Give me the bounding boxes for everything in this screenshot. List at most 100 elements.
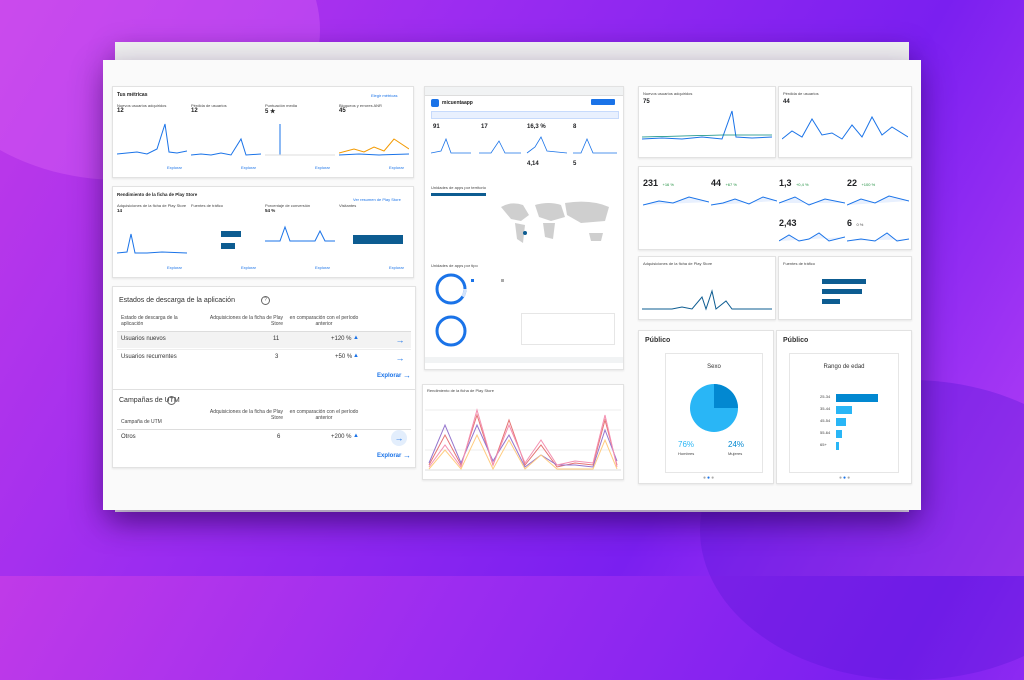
traffic-bar-chart [221,231,241,249]
devices-donut-2 [435,315,467,347]
choose-metrics-link[interactable]: Elegir métricas [371,93,398,98]
metrics-title: Tus métricas [117,92,148,98]
divider [113,389,415,390]
kpi-sparklines [431,136,617,154]
kpi-value: 17 [481,124,488,130]
kpi-row-2: 4,14 5 [431,161,617,181]
audience-gender-card: Público Sexo 76% Hombres 24% Mujeres ●●● [638,330,774,484]
explore-link[interactable]: Explorar [167,265,182,270]
row-value: 6 [277,434,281,440]
info-banner [431,111,619,119]
help-icon[interactable]: ? [261,296,270,305]
card-title: Fuentes de tráfico [783,261,816,266]
pager-dots[interactable]: ●●● [703,475,716,481]
kpi-chart [779,196,845,206]
kpi-delta: +0,4 % [795,182,809,187]
kpi-chart [847,195,909,206]
store-metric-3: Porcentaje de conversión 54 % Explorar [265,203,335,273]
metric-value: 12 [191,108,198,114]
arrow-right-icon: → [403,451,411,460]
explore-link[interactable]: Explorar [389,165,404,170]
card-value: 75 [643,99,650,105]
metric-label: Pérdida de usuarios [191,103,227,108]
col-header-acq: Adquisiciones de la ficha de Play Store [209,409,283,421]
store-acquisitions-card: Adquisiciones de la ficha de Play Store [638,256,776,320]
card-value: 44 [783,99,790,105]
kpi-delta: +100 % [861,182,876,187]
kpi-grid-card: 231 +16 % 44 +67 % 1,3 +0,4 % 22 +100 % … [638,166,912,250]
kpi-value: 4,14 [527,161,539,167]
metric-chart [117,123,187,155]
download-states-title: Estados de descarga de la aplicación [119,297,235,304]
col-header-campaign: Campaña de UTM [121,419,162,425]
arrow-right-icon[interactable]: → [391,430,407,446]
metric-4: Bloqueos y errores ANR 45 Explorar [339,103,409,173]
traffic-bars [822,279,866,304]
up-icon: ▲ [353,353,359,359]
devices-donut [435,273,467,305]
explore-link[interactable]: Explorar [315,165,330,170]
new-users-card: Nuevos usuarios adquiridos 75 [638,86,776,158]
explore-link[interactable]: Explorar [389,265,404,270]
col-header-compare: en comparación con el período anterior [289,409,359,421]
row-label: Usuarios nuevos [121,336,166,342]
explore-link[interactable]: Explorar [315,265,330,270]
store-listing-card: Rendimiento de la ficha de Play Store Ve… [112,186,414,278]
explore-link[interactable]: Explorar [241,165,256,170]
row-value: 11 [273,336,280,342]
store-metric-4: Visitantes Explorar [339,203,409,273]
app-name: micuentaapp [442,100,473,106]
row-change: +120 % [331,336,352,342]
card-title: Adquisiciones de la ficha de Play Store [643,261,713,266]
pager-dots[interactable]: ●●● [839,475,852,481]
explore-link[interactable]: Explorar [167,165,182,170]
download-states-card: Estados de descarga de la aplicación ? E… [112,286,416,468]
multi-line-chart [425,408,621,471]
kpi-1: 231 +16 % [643,173,709,211]
acquisitions-chart [642,289,772,311]
store-metric-label: Porcentaje de conversión [265,203,311,208]
age-bars [836,394,878,450]
col-header-acq: Adquisiciones de la ficha de Play Store [209,315,283,327]
metric-label: Bloqueos y errores ANR [339,103,382,108]
gender-panel: Sexo 76% Hombres 24% Mujeres [665,353,763,473]
store-metric-chart [265,225,335,242]
women-label: Mujeres [728,451,743,456]
console-topbar [425,87,623,96]
kpi-chart [779,232,845,242]
explore-link[interactable]: Explorar [377,373,402,379]
kpi-value: 91 [433,124,440,130]
up-icon: ▲ [353,433,359,439]
store-metric-label: Fuentes de tráfico [191,203,224,208]
women-pct: 24% [728,440,745,449]
kpi-value: 16,3 % [527,124,546,130]
explore-link[interactable]: Explorar [241,265,256,270]
metric-chart [265,124,335,156]
world-map [431,193,609,243]
metrics-card: Tus métricas Elegir métricas Nuevos usua… [112,86,414,178]
help-icon[interactable]: ? [167,396,176,405]
arrow-right-icon[interactable]: → [395,335,405,345]
age-title: Rango de edad [823,364,865,370]
metric-value: 45 [339,108,346,114]
kpi-value: 8 [573,124,577,130]
row-change: +200 % [331,434,352,440]
kpi-value: 2,43 [779,218,797,228]
arrow-right-icon[interactable]: → [395,353,405,363]
explore-link[interactable]: Explorar [377,453,402,459]
kpi-value: 44 [711,178,722,188]
kpi-row: 91 17 16,3 % 8 [431,121,617,159]
row-change: +50 % [335,354,353,360]
kpi-chart [711,196,777,206]
visitors-bar [353,235,403,244]
card-title: Pérdida de usuarios [783,91,819,96]
store-metric-label: Adquisiciones de la ficha de Play Store [117,203,187,208]
row-label: Otros [121,434,136,440]
header-button[interactable] [591,99,615,105]
kpi-value: 6 [847,218,853,228]
kpi-value: 5 [573,161,577,167]
store-summary-link[interactable]: Ver resumen de Play Store [353,197,401,202]
kpi-value: 22 [847,178,858,188]
metric-value: 5 ★ [265,109,276,115]
store-metric-chart [117,233,187,254]
